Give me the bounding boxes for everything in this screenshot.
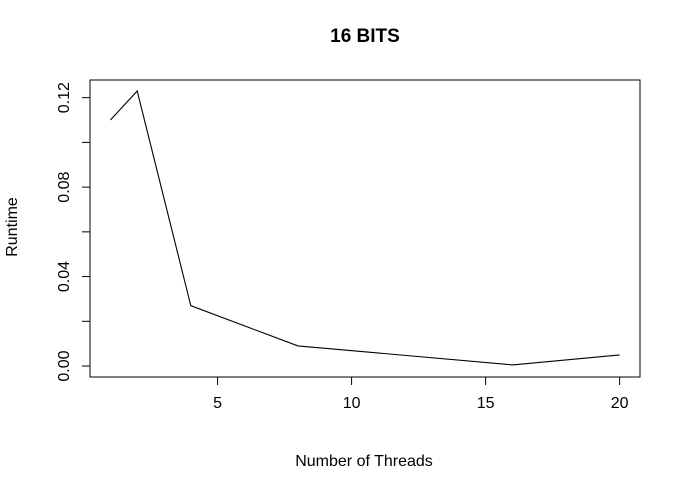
- chart-title: 16 BITS: [330, 26, 400, 47]
- y-tick-label: 0.08: [56, 171, 73, 202]
- y-tick-label: 0.00: [56, 350, 73, 381]
- plot-frame: [89, 79, 641, 378]
- series-group: [109, 89, 620, 366]
- y-tick-label: 0.12: [56, 82, 73, 113]
- x-tick-label: 10: [343, 395, 361, 412]
- y-axis: 0.00 0.04 0.08 0.12: [56, 82, 90, 382]
- series-line: [109, 89, 620, 366]
- x-tick-label: 20: [611, 395, 629, 412]
- x-axis: 5 10 15 20: [213, 377, 629, 412]
- x-tick-label: 15: [477, 395, 495, 412]
- x-tick-label: 5: [213, 395, 222, 412]
- y-tick-label: 0.04: [56, 261, 73, 292]
- x-axis-label: Number of Threads: [295, 453, 433, 470]
- y-axis-label: Runtime: [4, 197, 21, 257]
